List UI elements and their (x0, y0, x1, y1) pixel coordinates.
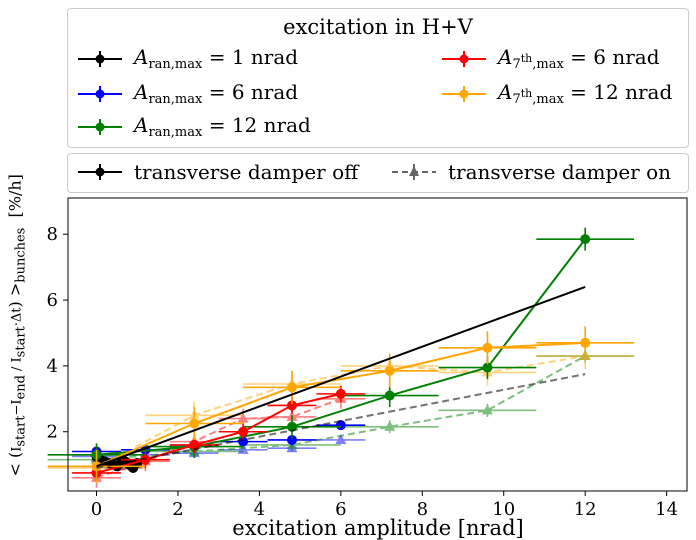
legend-item-green: Aran,max = 12 nrad (76, 113, 311, 140)
data-point (335, 433, 347, 444)
y-tick-label: 2 (47, 422, 58, 443)
data-point (384, 420, 396, 431)
y-axis: 2 4 6 8 (47, 224, 68, 443)
legend-label-blue: Aran,max = 6 nrad (134, 80, 299, 107)
data-point (580, 337, 591, 348)
data-point (384, 365, 395, 376)
data-point (189, 439, 200, 450)
x-tick-label: 2 (172, 499, 183, 520)
y-tick-label: 4 (47, 356, 58, 377)
y-tick-label: 6 (47, 290, 58, 311)
data-point (140, 454, 151, 465)
legend-label-black: Aran,max = 1 nrad (134, 45, 299, 72)
data-point (580, 234, 591, 245)
legend-label-orange: A7th,max = 12 nrad (498, 80, 673, 107)
legend-damper: transverse damper off transverse damper … (67, 153, 689, 193)
data-point (335, 420, 346, 431)
series-line (96, 397, 342, 479)
data-point (481, 404, 493, 415)
legend-label-red: A7th,max = 6 nrad (498, 45, 660, 72)
data-point (238, 436, 249, 447)
x-tick-label: 6 (335, 499, 346, 520)
fit-line-black-damper-off (96, 285, 586, 468)
series-line (96, 341, 586, 468)
x-tick-label: 0 (91, 499, 102, 520)
axes-frame (67, 197, 688, 492)
x-tick-label: 14 (655, 499, 678, 520)
series-green-damper-off (47, 227, 635, 467)
data-point (286, 400, 297, 411)
x-tick-label: 10 (492, 499, 515, 520)
data-point (335, 388, 346, 399)
x-axis-label: excitation amplitude [nrad] (232, 516, 524, 540)
legend-title: excitation in H+V (283, 15, 473, 39)
legend-item-damper-off: transverse damper off (76, 160, 358, 184)
legend-label-damper-on: transverse damper on (448, 160, 671, 184)
legend-label-damper-off: transverse damper off (134, 160, 359, 184)
x-tick-label: 12 (574, 499, 597, 520)
x-axis: 0 2 4 6 8 10 12 14 (91, 491, 678, 520)
x-tick-label: 4 (254, 499, 265, 520)
y-axis-label: < (Istart−Iend / Istart·Δt) >bunches [%/… (5, 174, 29, 477)
data-point (384, 390, 395, 401)
y-tick-label: 8 (47, 224, 58, 245)
x-tick-label: 8 (417, 499, 428, 520)
y-axis-label-fraction: Istart−Iend / Istart·Δt (9, 307, 29, 452)
legend-item-black: Aran,max = 1 nrad (76, 45, 298, 72)
legend-label-green: Aran,max = 12 nrad (134, 113, 311, 140)
data-point (238, 426, 249, 437)
legend-main: excitation in H+V Aran,max = 1 nrad Aran… (67, 8, 689, 148)
series-orange-damper-off (47, 326, 635, 483)
legend-item-blue: Aran,max = 6 nrad (76, 80, 298, 107)
data-point (482, 362, 493, 373)
data-point (237, 412, 249, 423)
legend-item-red: A7th,max = 6 nrad (440, 45, 660, 72)
data-point (189, 418, 200, 429)
data-point (286, 382, 297, 393)
series-line (96, 392, 342, 474)
legend-item-orange: A7th,max = 12 nrad (440, 80, 672, 107)
plot-layer (47, 227, 635, 488)
fit-line-black-damper-on (96, 373, 586, 469)
data-point (286, 434, 297, 445)
data-point (482, 342, 493, 353)
legend-item-damper-on: transverse damper on (390, 160, 671, 184)
